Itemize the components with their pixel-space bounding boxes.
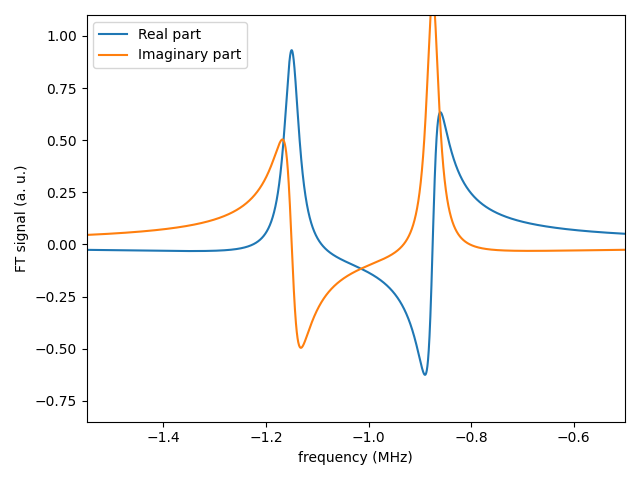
Real part [506, 215, 513, 221]
Real part [261, 231, 269, 237]
Imaginary part [391, 250, 399, 255]
Real part [57, 247, 65, 252]
Real part [85, 247, 93, 253]
Real part [476, 199, 483, 204]
X-axis label: frequency (MHz): frequency (MHz) [298, 451, 413, 465]
Real part [415, 354, 423, 360]
Imaginary part [506, 248, 513, 253]
Real part [621, 231, 629, 237]
Line: Imaginary part: Imaginary part [61, 0, 625, 348]
Real part [288, 47, 296, 53]
Real part [421, 372, 429, 378]
Imaginary part [57, 233, 65, 239]
Imaginary part [476, 245, 483, 251]
Imaginary part [85, 232, 93, 238]
Imaginary part [415, 191, 423, 197]
Imaginary part [261, 176, 269, 182]
Line: Real part: Real part [61, 50, 625, 375]
Imaginary part [621, 247, 629, 252]
Imaginary part [297, 345, 305, 351]
Y-axis label: FT signal (a. u.): FT signal (a. u.) [15, 165, 29, 272]
Legend: Real part, Imaginary part: Real part, Imaginary part [93, 22, 247, 68]
Real part [391, 291, 399, 297]
